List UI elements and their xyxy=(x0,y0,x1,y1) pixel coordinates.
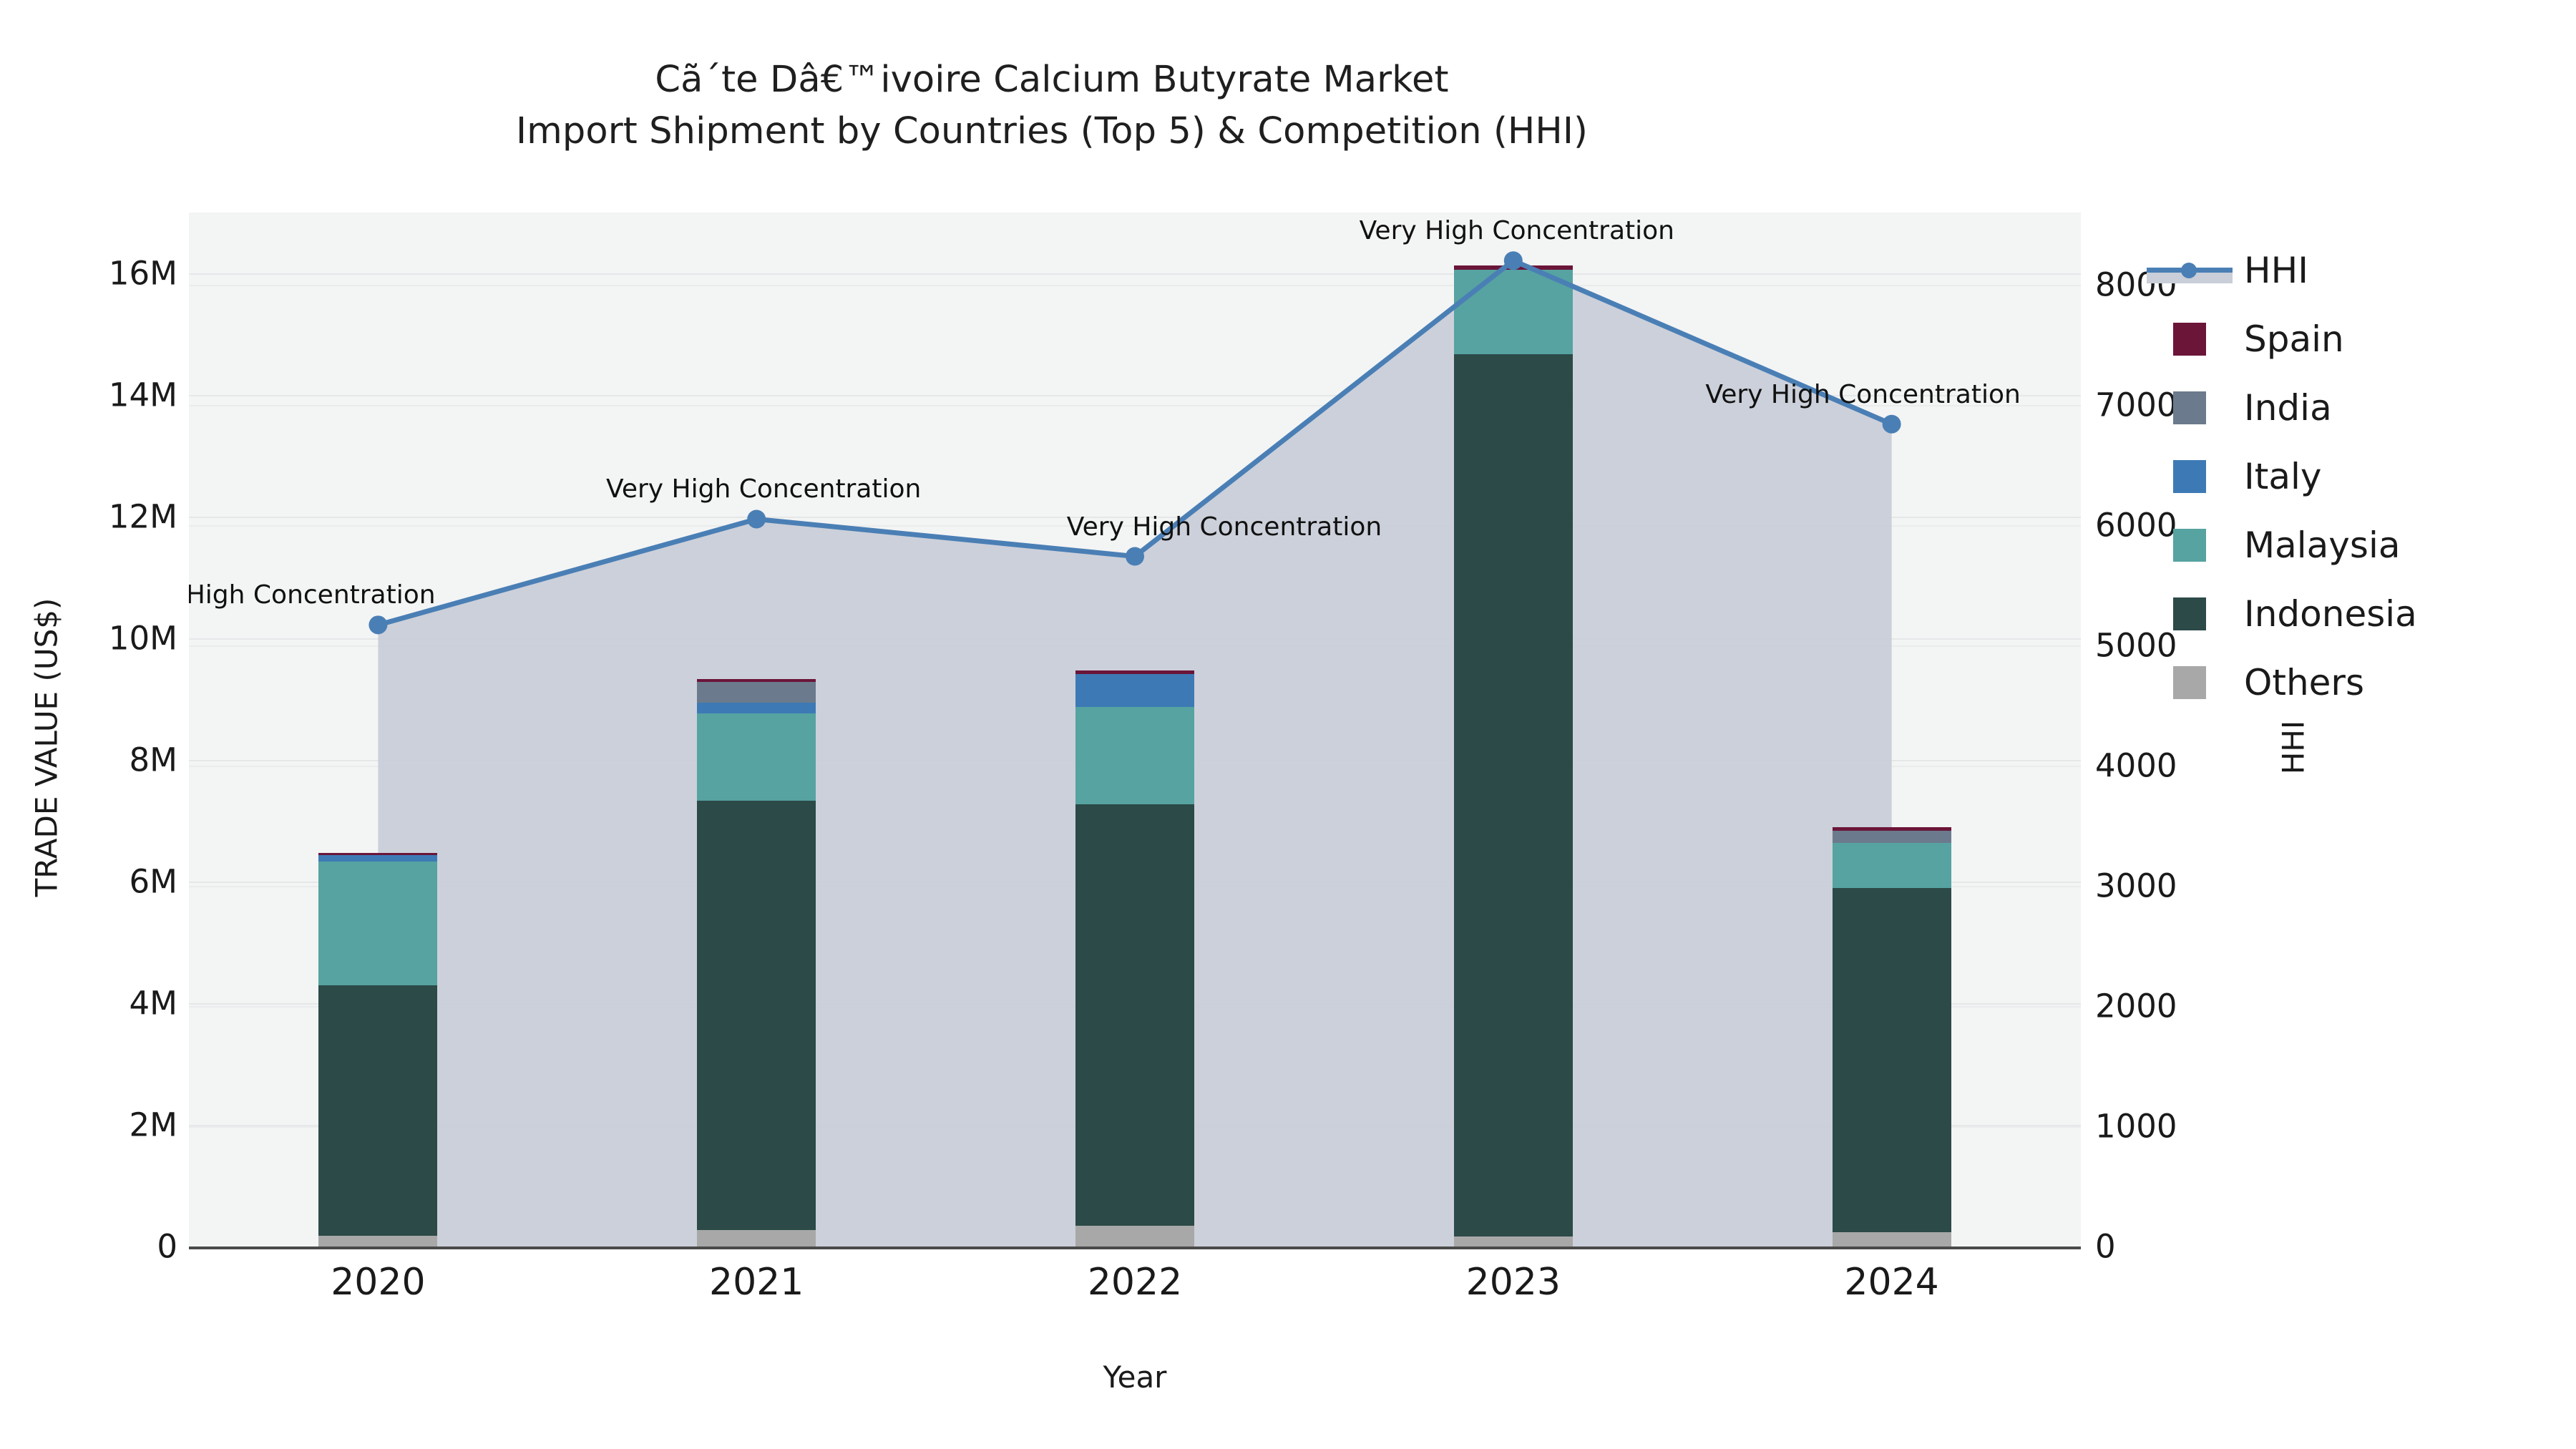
y-tick-left-16M: 16M xyxy=(108,254,177,293)
x-axis-line xyxy=(189,1246,2081,1249)
bar-segment-italy-2022[interactable] xyxy=(1075,674,1194,708)
bar-segment-others-2024[interactable] xyxy=(1832,1232,1951,1246)
bar-segment-indonesia-2024[interactable] xyxy=(1832,888,1951,1233)
bar-segment-malaysia-2022[interactable] xyxy=(1075,707,1194,805)
legend-line-icon xyxy=(2147,256,2233,285)
legend: HHI Spain India Italy Malaysia Indonesia Other… xyxy=(2147,236,2562,717)
legend-swatch-icon xyxy=(2173,529,2206,562)
legend-label: Indonesia xyxy=(2244,593,2417,635)
y-axis-left-title: TRADE VALUE (US$) xyxy=(29,597,64,897)
bar-segment-others-2021[interactable] xyxy=(697,1230,816,1246)
y-tick-left-0: 0 xyxy=(157,1227,177,1266)
chart-title-line-2: Import Shipment by Countries (Top 5) & C… xyxy=(516,110,1588,153)
x-tick-2020: 2020 xyxy=(331,1261,426,1304)
legend-label: Malaysia xyxy=(2244,525,2401,566)
y-tick-left-6M: 6M xyxy=(129,862,177,901)
legend-label: India xyxy=(2244,387,2332,429)
legend-item-malaysia[interactable]: Malaysia xyxy=(2147,511,2562,580)
bar-stack-2021[interactable] xyxy=(697,213,816,1246)
bar-segment-spain-2021[interactable] xyxy=(697,678,816,683)
bar-segment-indonesia-2023[interactable] xyxy=(1453,354,1573,1236)
bar-segment-spain-2023[interactable] xyxy=(1453,265,1573,270)
chart-title: Cã´te Dâ€™ivoire Calcium Butyrate Market… xyxy=(0,54,2104,158)
legend-swatch-icon xyxy=(2173,323,2206,356)
y-tick-right-0: 0 xyxy=(2095,1227,2116,1266)
bar-segment-indonesia-2020[interactable] xyxy=(318,985,438,1236)
bar-segment-italy-2020[interactable] xyxy=(318,855,438,862)
bar-segment-malaysia-2023[interactable] xyxy=(1453,269,1573,355)
annotation-2021: Very High Concentration xyxy=(605,474,922,504)
legend-swatch-wrap xyxy=(2147,666,2233,699)
legend-item-spain[interactable]: Spain xyxy=(2147,305,2562,374)
y-tick-right-1000: 1000 xyxy=(2095,1107,2177,1146)
legend-swatch-wrap xyxy=(2147,323,2233,356)
bar-segment-malaysia-2024[interactable] xyxy=(1832,842,1951,889)
y-tick-left-2M: 2M xyxy=(129,1106,177,1144)
annotation-2022: Very High Concentration xyxy=(1066,512,1382,542)
bar-segment-india-2021[interactable] xyxy=(697,682,816,703)
bar-stack-2024[interactable] xyxy=(1832,213,1951,1246)
y-tick-right-6000: 6000 xyxy=(2095,506,2177,545)
annotation-2024: Very High Concentration xyxy=(1705,379,2021,409)
legend-label: Others xyxy=(2244,662,2365,703)
bar-segment-others-2022[interactable] xyxy=(1075,1226,1194,1246)
y-tick-left-12M: 12M xyxy=(108,497,177,536)
legend-item-others[interactable]: Others xyxy=(2147,648,2562,717)
bar-segment-italy-2021[interactable] xyxy=(697,703,816,714)
bar-stack-2020[interactable] xyxy=(318,213,438,1246)
bar-segment-spain-2020[interactable] xyxy=(318,852,438,856)
legend-item-italy[interactable]: Italy xyxy=(2147,442,2562,511)
annotation-2023: Very High Concentration xyxy=(1359,216,1674,246)
legend-swatch-icon xyxy=(2173,460,2206,493)
y-tick-left-4M: 4M xyxy=(129,984,177,1023)
chart-title-line-1: Cã´te Dâ€™ivoire Calcium Butyrate Market xyxy=(655,59,1449,101)
y-tick-left-8M: 8M xyxy=(129,741,177,779)
bar-segment-indonesia-2021[interactable] xyxy=(697,800,816,1231)
annotation-2020: Very High Concentration xyxy=(189,580,436,610)
legend-swatch-wrap xyxy=(2147,597,2233,630)
bar-segment-malaysia-2021[interactable] xyxy=(697,713,816,801)
bar-segment-others-2020[interactable] xyxy=(318,1235,438,1246)
y-tick-right-3000: 3000 xyxy=(2095,867,2177,905)
legend-swatch-wrap xyxy=(2147,529,2233,562)
bar-stack-2022[interactable] xyxy=(1075,213,1194,1246)
legend-label: Italy xyxy=(2244,456,2322,497)
bar-segment-others-2023[interactable] xyxy=(1453,1236,1573,1246)
y-tick-left-10M: 10M xyxy=(108,619,177,658)
bar-segment-spain-2022[interactable] xyxy=(1075,670,1194,675)
bar-segment-india-2024[interactable] xyxy=(1832,831,1951,843)
x-axis-title: Year xyxy=(1103,1360,1167,1395)
y-tick-right-7000: 7000 xyxy=(2095,386,2177,424)
y-tick-right-4000: 4000 xyxy=(2095,746,2177,785)
plot-area: Very High Concentration Very High Concent… xyxy=(189,213,2081,1246)
x-tick-2024: 2024 xyxy=(1844,1261,1939,1304)
legend-swatch-icon xyxy=(2173,597,2206,630)
y-tick-right-5000: 5000 xyxy=(2095,626,2177,665)
bar-segment-indonesia-2022[interactable] xyxy=(1075,804,1194,1226)
legend-item-indonesia[interactable]: Indonesia xyxy=(2147,580,2562,648)
y-tick-right-2000: 2000 xyxy=(2095,987,2177,1025)
legend-swatch-icon xyxy=(2173,666,2206,699)
legend-swatch-wrap xyxy=(2147,391,2233,424)
bar-segment-spain-2024[interactable] xyxy=(1832,827,1951,831)
x-tick-2022: 2022 xyxy=(1087,1261,1183,1304)
legend-item-hhi[interactable]: HHI xyxy=(2147,236,2562,305)
legend-swatch-wrap xyxy=(2147,460,2233,493)
legend-item-india[interactable]: India xyxy=(2147,374,2562,442)
legend-swatch-icon xyxy=(2173,391,2206,424)
y-tick-left-14M: 14M xyxy=(108,376,177,414)
x-tick-2023: 2023 xyxy=(1465,1261,1561,1304)
bar-stack-2023[interactable] xyxy=(1453,213,1573,1246)
bar-segment-malaysia-2020[interactable] xyxy=(318,861,438,985)
x-tick-2021: 2021 xyxy=(709,1261,804,1304)
legend-label: Spain xyxy=(2244,318,2344,360)
legend-label: HHI xyxy=(2244,250,2308,291)
